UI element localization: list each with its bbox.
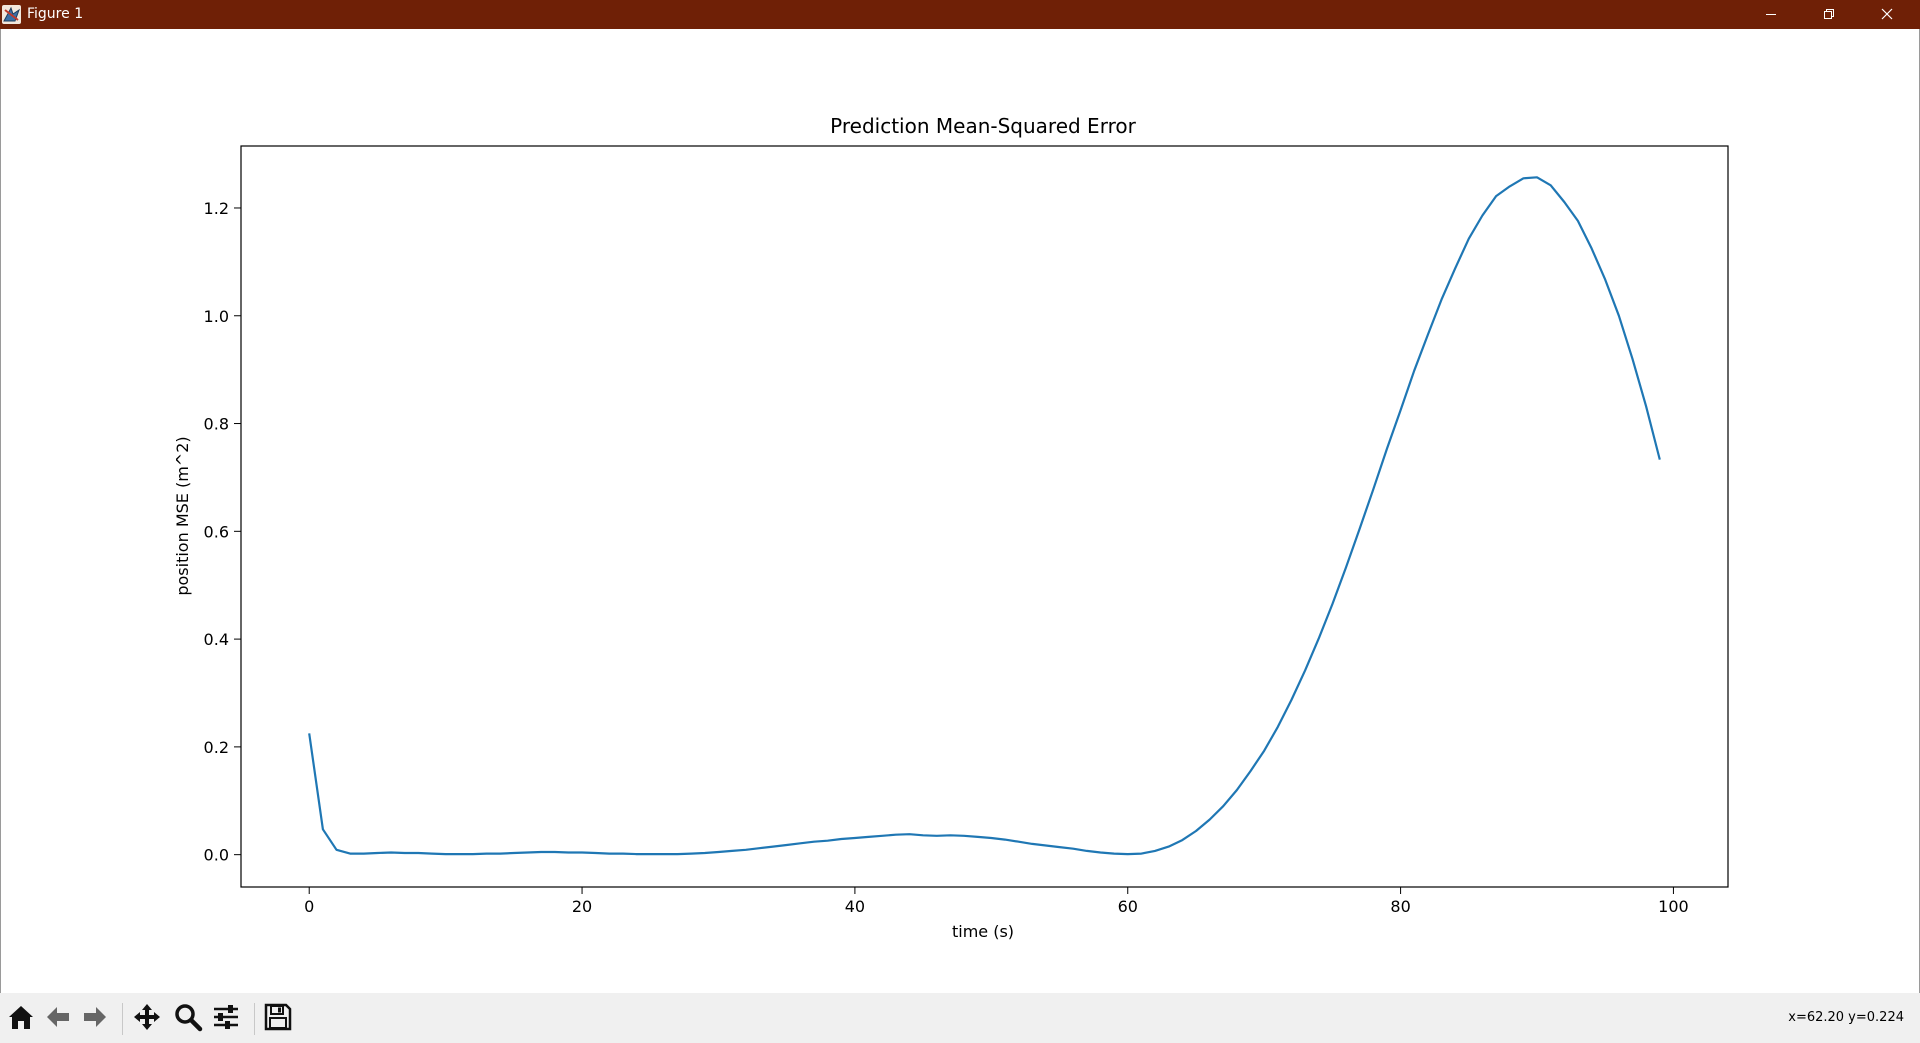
save-button[interactable] bbox=[261, 1002, 295, 1036]
cursor-coordinates: x=62.20 y=0.224 bbox=[1788, 1010, 1904, 1025]
pan-button[interactable] bbox=[130, 1002, 164, 1036]
y-tick-label: 0.6 bbox=[204, 522, 229, 541]
chart-title: Prediction Mean-Squared Error bbox=[830, 114, 1136, 138]
zoom-icon bbox=[173, 1002, 203, 1036]
y-tick-label: 1.0 bbox=[204, 307, 229, 326]
y-ticks: 0.0 0.2 0.4 0.6 0.8 1.0 1.2 bbox=[204, 199, 241, 865]
y-tick-label: 0.4 bbox=[204, 630, 229, 649]
x-axis-label: time (s) bbox=[952, 922, 1014, 941]
y-axis-label: position MSE (m^2) bbox=[173, 436, 192, 595]
window-title: Figure 1 bbox=[27, 6, 84, 22]
y-tick-label: 0.2 bbox=[204, 738, 229, 757]
back-arrow-icon bbox=[43, 1002, 73, 1036]
home-icon bbox=[6, 1002, 36, 1036]
axes-frame bbox=[240, 145, 1729, 888]
pan-icon bbox=[132, 1002, 162, 1036]
y-tick-label: 0.8 bbox=[204, 415, 229, 434]
home-button[interactable] bbox=[4, 1002, 38, 1036]
x-tick-label: 80 bbox=[1390, 897, 1410, 916]
y-tick-label: 1.2 bbox=[204, 199, 229, 218]
x-tick-label: 100 bbox=[1658, 897, 1689, 916]
minimize-button[interactable] bbox=[1742, 0, 1800, 29]
x-ticks: 0 20 40 60 80 100 bbox=[304, 887, 1689, 916]
y-tick-label: 0.0 bbox=[204, 846, 229, 865]
mse-series-line bbox=[308, 176, 1661, 856]
configure-subplots-button[interactable] bbox=[209, 1002, 243, 1036]
x-tick-label: 20 bbox=[572, 897, 592, 916]
navigation-toolbar: x=62.20 y=0.224 bbox=[0, 993, 1920, 1043]
save-icon bbox=[263, 1002, 293, 1036]
plot-canvas[interactable]: Prediction Mean-Squared Error 0 20 40 60 80 1… bbox=[0, 29, 1920, 993]
forward-button[interactable] bbox=[78, 1002, 112, 1036]
window-titlebar: Figure 1 bbox=[0, 0, 1920, 29]
x-tick-label: 0 bbox=[304, 897, 314, 916]
back-button[interactable] bbox=[41, 1002, 75, 1036]
app-icon bbox=[2, 5, 21, 24]
zoom-button[interactable] bbox=[171, 1002, 205, 1036]
toolbar-separator bbox=[122, 1003, 123, 1035]
restore-button[interactable] bbox=[1800, 0, 1858, 29]
x-tick-label: 60 bbox=[1118, 897, 1138, 916]
x-tick-label: 40 bbox=[845, 897, 865, 916]
close-icon bbox=[1881, 5, 1893, 24]
minimize-icon bbox=[1765, 5, 1777, 24]
forward-arrow-icon bbox=[80, 1002, 110, 1036]
close-button[interactable] bbox=[1858, 0, 1916, 29]
configure-subplots-icon bbox=[211, 1002, 241, 1036]
restore-icon bbox=[1823, 5, 1835, 24]
toolbar-separator bbox=[254, 1003, 255, 1035]
